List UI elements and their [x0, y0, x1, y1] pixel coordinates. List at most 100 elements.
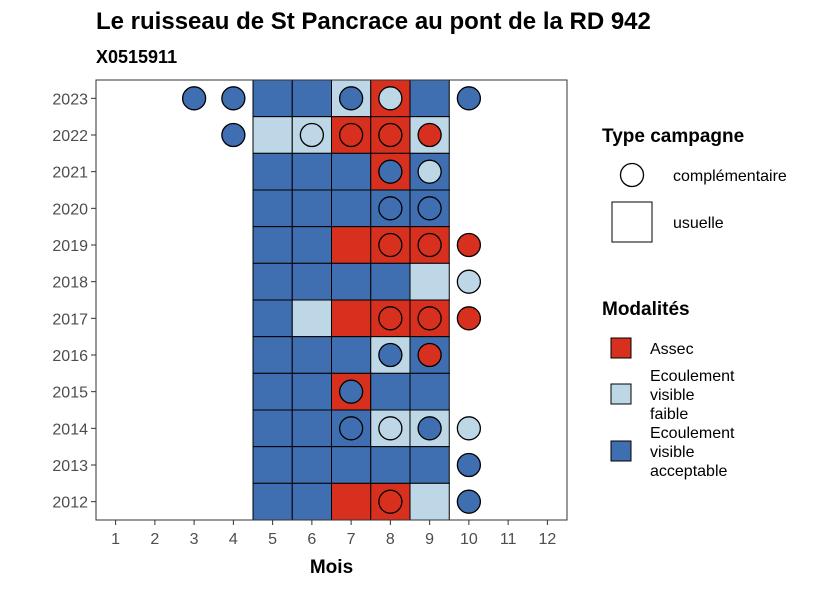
- point-2022-4: [221, 122, 246, 148]
- tile-2023-6: [291, 79, 332, 118]
- legend-type-title: Type campagne: [602, 126, 744, 147]
- point-2019-10: [456, 232, 482, 258]
- y-tick-label: 2015: [52, 385, 88, 402]
- point-2018-10: [456, 269, 482, 294]
- tile-2015-9: [409, 372, 450, 411]
- tile-2015-6: [291, 372, 332, 411]
- point-2017-10: [456, 306, 482, 331]
- legend-complementaire-label: complémentaire: [673, 168, 787, 185]
- point-2012-10: [456, 489, 482, 514]
- legend-modalite-label-1: Ecoulement visible faible: [650, 368, 735, 423]
- tile-2018-6: [291, 262, 332, 301]
- x-tick-label: 7: [347, 531, 356, 548]
- tile-2013-9: [409, 446, 450, 484]
- tile-2019-6: [291, 226, 332, 264]
- x-tick-label: 3: [190, 531, 199, 548]
- tile-2016-7: [331, 336, 372, 374]
- tile-2018-7: [331, 262, 372, 301]
- tile-2015-8: [370, 372, 411, 411]
- point-2022-7: [338, 122, 364, 148]
- tile-2018-5: [252, 262, 293, 301]
- y-tick-label: 2021: [52, 165, 88, 182]
- tile-2020-5: [252, 189, 293, 228]
- point-2015-7: [338, 379, 364, 404]
- point-2021-8: [378, 159, 403, 184]
- point-2020-8: [378, 196, 403, 221]
- point-2017-9: [417, 306, 442, 331]
- point-2014-7: [338, 416, 364, 441]
- plot-border: [95, 79, 568, 521]
- tile-2012-5: [252, 482, 293, 521]
- point-2017-8: [378, 306, 403, 331]
- tile-2021-7: [331, 152, 372, 191]
- x-tick-label: 10: [460, 531, 478, 548]
- x-axis-title: Mois: [310, 557, 353, 578]
- legend-usuelle-label: usuelle: [673, 215, 724, 232]
- tile-2023-5: [252, 79, 293, 118]
- legend-modalite-key-2: [610, 440, 632, 462]
- x-tick-label: 6: [307, 531, 316, 548]
- point-2022-8: [378, 122, 403, 148]
- y-tick-label: 2022: [52, 128, 88, 145]
- point-2016-8: [378, 342, 403, 368]
- legend-modalite-key-1: [610, 383, 632, 405]
- point-2014-10: [456, 416, 482, 441]
- point-2012-8: [378, 489, 403, 514]
- point-2014-8: [378, 416, 403, 441]
- point-2016-9: [417, 342, 442, 368]
- point-2014-9: [417, 416, 442, 441]
- tile-2016-5: [252, 336, 293, 374]
- legend-modalites-title: Modalités: [602, 299, 690, 320]
- tile-2019-7: [331, 226, 372, 264]
- y-tick-label: 2014: [52, 421, 88, 438]
- tile-2014-6: [291, 409, 332, 448]
- tile-2013-5: [252, 446, 293, 484]
- tile-2016-6: [291, 336, 332, 374]
- point-2023-3: [181, 86, 207, 111]
- tile-2013-7: [331, 446, 372, 484]
- y-tick-label: 2023: [52, 91, 88, 108]
- point-2022-9: [417, 122, 442, 148]
- legend-modalite-label-2: Ecoulement visible acceptable: [650, 425, 735, 480]
- legend-modalite-label-0: Assec: [650, 341, 694, 358]
- x-tick-label: 12: [538, 531, 556, 548]
- tile-2017-6: [291, 299, 332, 338]
- legend-complementaire-key: [619, 162, 645, 188]
- y-tick-label: 2019: [52, 238, 88, 255]
- x-tick-label: 1: [111, 531, 120, 548]
- x-tick-label: 8: [386, 531, 395, 548]
- tile-2018-8: [370, 262, 411, 301]
- chart-subtitle: X0515911: [96, 47, 178, 67]
- x-tick-label: 11: [500, 531, 517, 548]
- y-tick-label: 2013: [52, 458, 88, 475]
- tile-2012-9: [409, 482, 450, 521]
- tile-2020-6: [291, 189, 332, 228]
- tile-2015-5: [252, 372, 293, 411]
- legend-modalite-key-0: [610, 337, 632, 359]
- point-2023-8: [378, 86, 403, 111]
- tile-2021-5: [252, 152, 293, 191]
- tile-2014-5: [252, 409, 293, 448]
- point-2022-6: [299, 122, 325, 148]
- point-2020-9: [417, 196, 442, 221]
- point-2021-9: [417, 159, 442, 184]
- tile-2017-5: [252, 299, 293, 338]
- y-tick-label: 2017: [52, 311, 88, 328]
- x-tick-label: 2: [150, 531, 159, 548]
- point-2019-9: [417, 232, 442, 258]
- tile-2018-9: [409, 262, 450, 301]
- x-tick-label: 4: [229, 531, 238, 548]
- chart-title: Le ruisseau de St Pancrace au pont de la…: [96, 8, 651, 35]
- x-tick-label: 9: [425, 531, 434, 548]
- point-2023-10: [456, 86, 482, 111]
- tile-2020-7: [331, 189, 372, 228]
- tile-2012-7: [331, 482, 372, 521]
- tile-2012-6: [291, 482, 332, 521]
- point-2013-10: [456, 452, 482, 478]
- tile-2013-8: [370, 446, 411, 484]
- tile-2022-5: [252, 116, 293, 154]
- point-2019-8: [378, 232, 403, 258]
- x-tick-label: 5: [268, 531, 277, 548]
- tile-2019-5: [252, 226, 293, 264]
